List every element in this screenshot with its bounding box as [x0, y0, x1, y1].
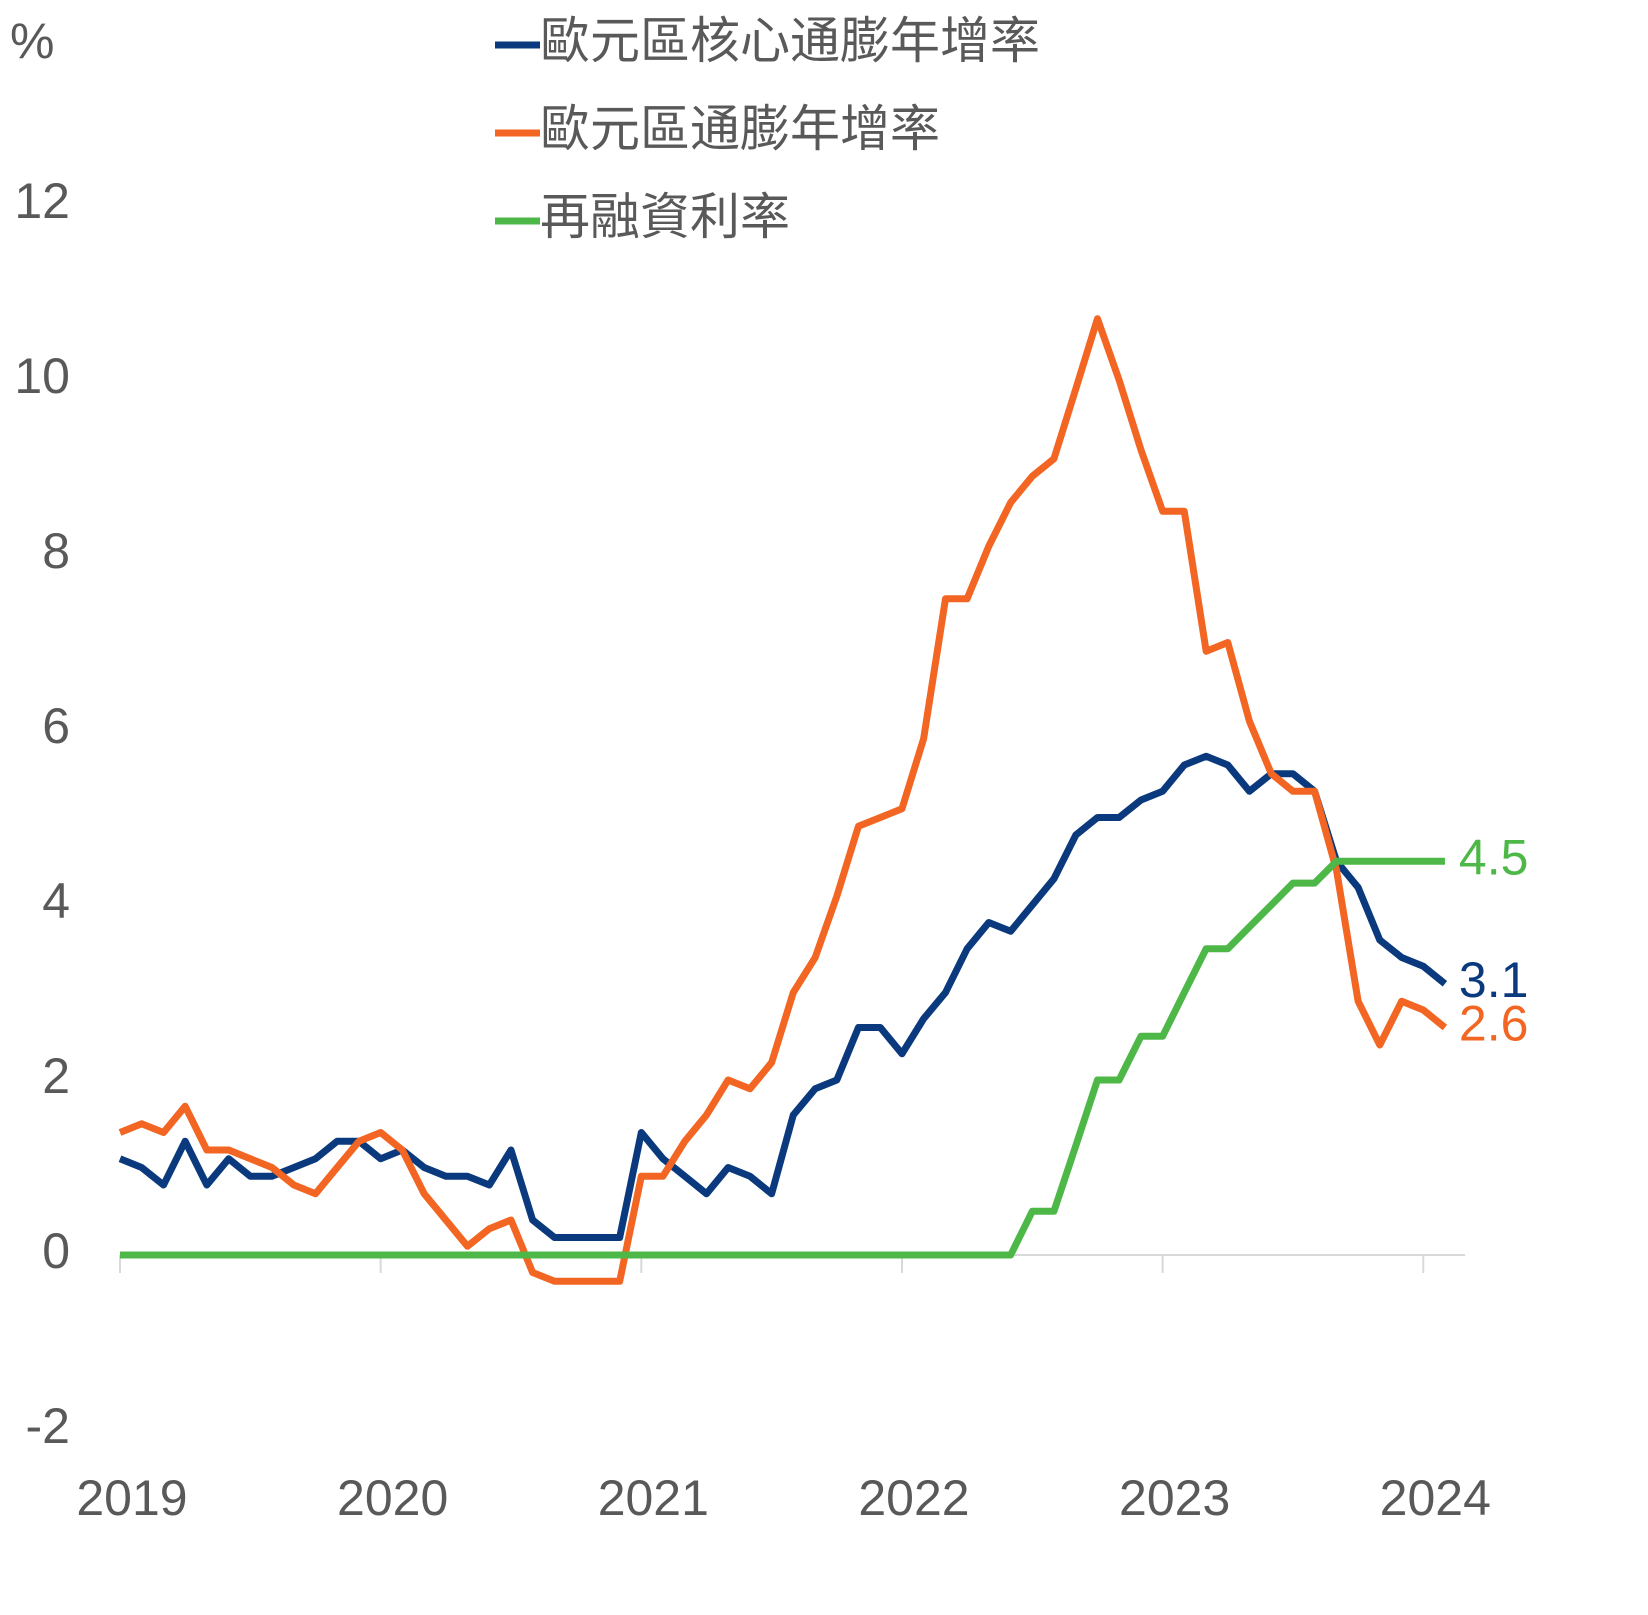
y-tick-label: 12	[14, 173, 70, 229]
end-label: 4.5	[1459, 829, 1529, 885]
x-tick-label: 2022	[858, 1470, 969, 1526]
legend-label: 歐元區通膨年增率	[540, 101, 940, 157]
series-line	[118, 315, 1448, 1285]
y-axis-label: %	[10, 13, 54, 69]
y-tick-label: 10	[14, 348, 70, 404]
legend-label: 歐元區核心通膨年增率	[540, 13, 1040, 69]
end-label: 3.1	[1459, 952, 1529, 1008]
x-tick-label: 2019	[76, 1470, 187, 1526]
y-tick-label: 0	[42, 1223, 70, 1279]
x-tick-label: 2021	[598, 1470, 709, 1526]
y-tick-label: 6	[42, 698, 70, 754]
y-tick-label: 8	[42, 523, 70, 579]
series-line	[118, 752, 1448, 1241]
series-line	[120, 857, 1445, 1259]
x-tick-label: 2024	[1380, 1470, 1491, 1526]
x-tick-label: 2020	[337, 1470, 448, 1526]
y-tick-label: 2	[42, 1048, 70, 1104]
legend-label: 再融資利率	[540, 189, 790, 245]
x-tick-label: 2023	[1119, 1470, 1230, 1526]
y-tick-label: 4	[42, 873, 70, 929]
y-tick-label: -2	[26, 1398, 70, 1454]
end-label: 2.6	[1459, 996, 1529, 1052]
